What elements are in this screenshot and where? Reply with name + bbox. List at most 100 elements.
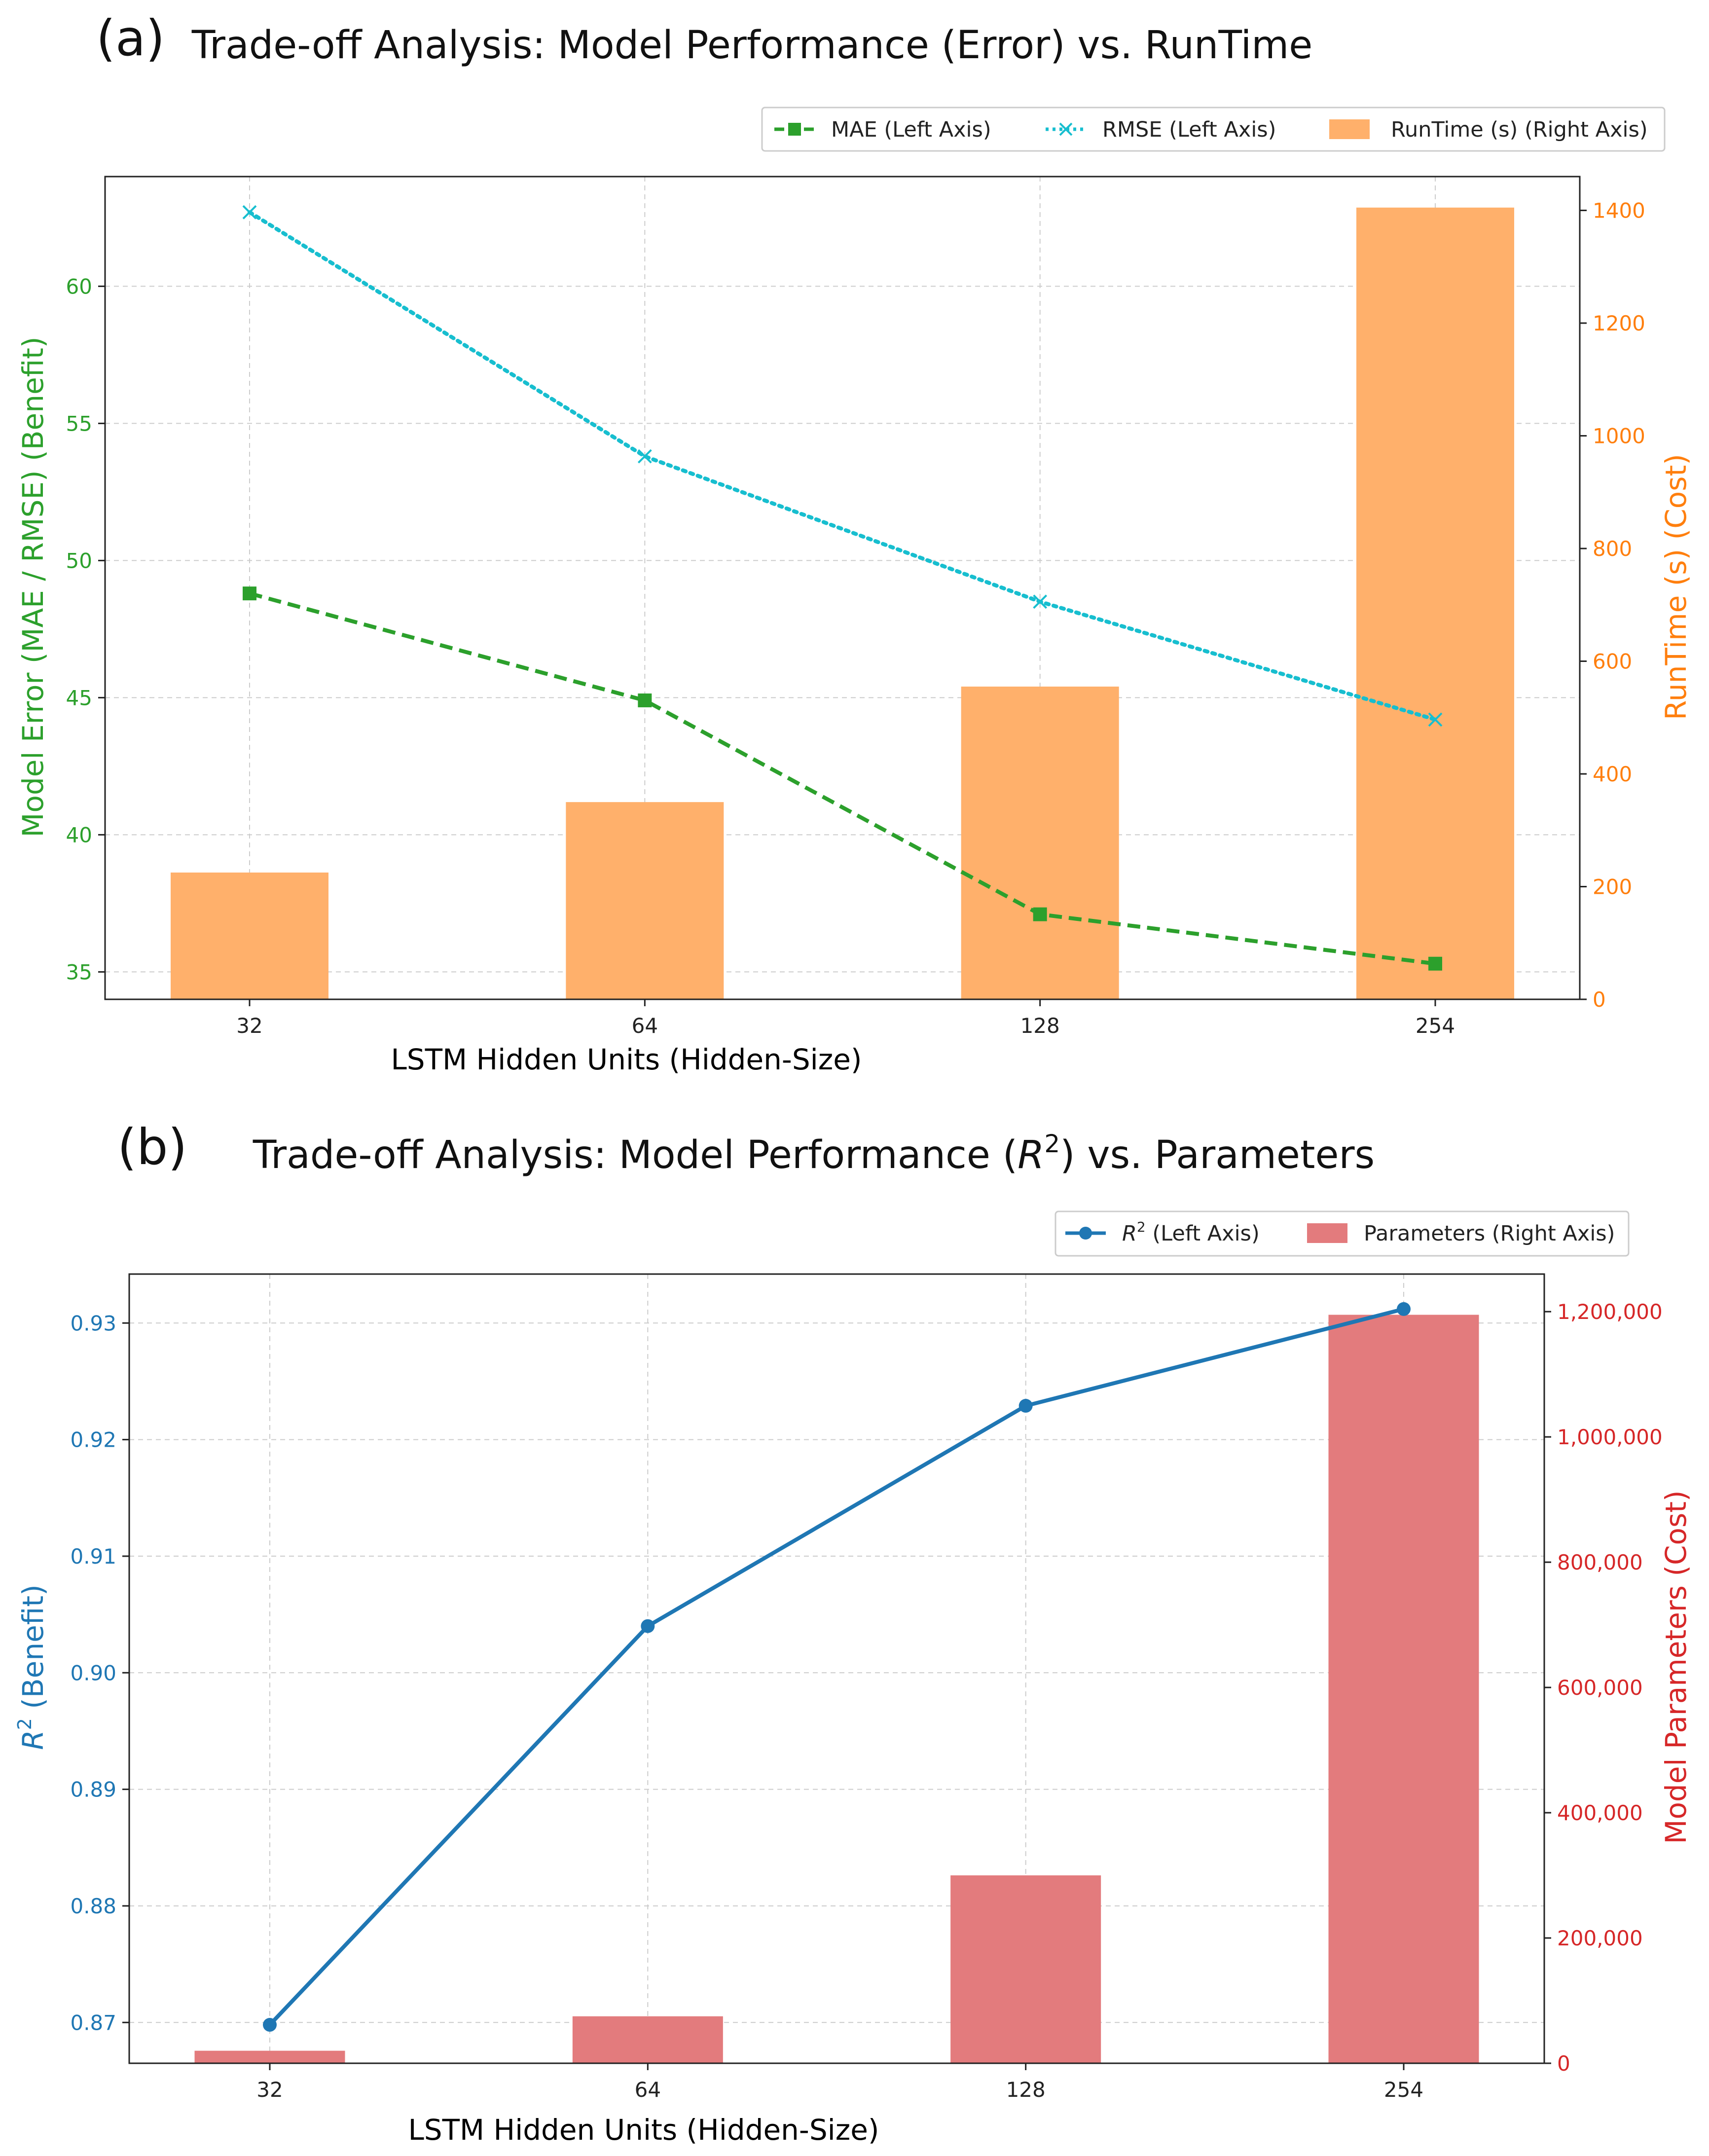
b-left-ytick-label-1: 0.88 [70, 1894, 116, 1918]
panel-a-title: Trade-off Analysis: Model Performance (E… [191, 23, 1313, 68]
panel-b-title-r: R [1018, 1133, 1044, 1177]
b-bar-64 [572, 2016, 723, 2063]
panel-a: (a) Trade-off Analysis: Model Performanc… [16, 9, 1693, 1076]
a-bar-254 [1356, 207, 1514, 1000]
legend-rmse-marker [1059, 122, 1073, 136]
a-bar-32 [171, 872, 328, 999]
b-xtick-label-64: 64 [635, 2078, 661, 2102]
panel-b-right-y-ticks: 0 200,000 400,000 600,000 800,000 1,000,000 1,… [1544, 1300, 1663, 2076]
panel-a-right-y-axis-title: RunTime (s) (Cost) [1659, 454, 1693, 720]
a-right-ytick-label-5: 1000 [1593, 424, 1645, 448]
legend-item-rmse: RMSE (Left Axis) [1046, 117, 1276, 142]
a-mae-point-64 [638, 693, 652, 707]
panel-b: (b) Trade-off Analysis: Model Performanc… [14, 1118, 1693, 2147]
panel-b-ylabel-r: R [16, 1730, 50, 1750]
b-right-ytick-label-5: 1,000,000 [1557, 1425, 1663, 1449]
a-right-ytick-label-0: 0 [1593, 987, 1606, 1012]
legend-r2-marker [1079, 1227, 1092, 1240]
a-line-mae [249, 591, 1436, 966]
panel-a-legend-box [761, 107, 1666, 152]
a-left-ytick-label-5: 60 [66, 274, 92, 298]
legend-mae-label: MAE (Left Axis) [831, 117, 991, 142]
legend-mae-marker [788, 123, 801, 136]
panel-b-ylabel-rest: (Benefit) [16, 1584, 50, 1718]
a-left-ytick-label-3: 50 [66, 548, 92, 573]
legend-item-parameters: Parameters (Right Axis) [1307, 1221, 1615, 1246]
a-rmse-point-64 [637, 449, 652, 464]
legend-item-mae: MAE (Left Axis) [774, 117, 991, 142]
panel-b-ylabel-sup: 2 [14, 1718, 36, 1730]
a-bar-128 [961, 686, 1119, 999]
panel-b-title-sup: 2 [1044, 1130, 1060, 1158]
panel-a-label: (a) [96, 9, 165, 67]
panel-a-legend: MAE (Left Axis) RMSE (Left Axis) RunTime… [761, 107, 1666, 152]
b-right-ytick-label-0: 0 [1557, 2051, 1570, 2076]
panel-b-legend: R2 (Left Axis) Parameters (Right Axis) [1054, 1210, 1630, 1257]
a-right-ytick-label-6: 1200 [1593, 311, 1645, 335]
b-left-ytick-label-0: 0.87 [70, 2010, 116, 2035]
legend-r2-sup: 2 [1137, 1219, 1146, 1235]
a-left-ytick-label-1: 40 [66, 823, 92, 847]
panel-b-title-pre: Trade-off Analysis: Model Performance ( [253, 1133, 1018, 1177]
a-rmse-point-254 [1428, 712, 1443, 727]
legend-item-r2: R2 (Left Axis) [1065, 1219, 1260, 1246]
panel-b-x-axis-title: LSTM Hidden Units (Hidden-Size) [408, 2113, 879, 2147]
b-r2-point-32 [263, 2018, 277, 2032]
legend-r2-math: R [1122, 1221, 1137, 1246]
b-xtick-label-128: 128 [1006, 2078, 1046, 2102]
panel-a-x-axis-title: LSTM Hidden Units (Hidden-Size) [391, 1043, 862, 1076]
a-left-ytick-label-4: 55 [66, 411, 92, 436]
legend-runtime-swatch [1329, 119, 1370, 139]
legend-rmse-label: RMSE (Left Axis) [1102, 117, 1276, 142]
b-bar-254 [1328, 1315, 1479, 2063]
a-left-ytick-label-0: 35 [66, 960, 92, 984]
panel-b-plot-frame [128, 1273, 1545, 2064]
a-mae-point-32 [243, 586, 256, 601]
b-line-r2 [268, 1307, 1404, 2026]
a-right-ytick-label-4: 800 [1593, 537, 1632, 561]
a-right-ytick-label-3: 600 [1593, 650, 1632, 674]
panel-a-left-y-ticks: 35 40 45 50 55 60 [66, 274, 105, 984]
panel-b-left-y-ticks: 0.87 0.88 0.89 0.90 0.91 0.92 0.93 [70, 1311, 129, 2035]
b-r2-point-128 [1018, 1399, 1033, 1413]
a-left-ytick-label-2: 45 [66, 686, 92, 710]
b-right-ytick-label-6: 1,200,000 [1557, 1300, 1663, 1324]
panel-b-label: (b) [117, 1118, 187, 1176]
a-right-ytick-label-7: 1400 [1593, 199, 1645, 223]
b-r2-point-254 [1397, 1302, 1411, 1316]
panel-b-x-ticks: 32 64 128 254 [256, 2063, 1423, 2102]
panel-b-left-y-axis-title: R2 (Benefit) [14, 1584, 50, 1750]
b-left-ytick-label-2: 0.89 [70, 1778, 116, 1802]
b-right-ytick-label-4: 800,000 [1557, 1550, 1643, 1574]
a-bar-64 [566, 802, 724, 999]
a-line-rmse [248, 210, 1437, 722]
panel-b-right-y-axis-title: Model Parameters (Cost) [1659, 1490, 1693, 1844]
b-right-ytick-label-3: 600,000 [1557, 1676, 1643, 1700]
legend-r2-rest: (Left Axis) [1146, 1221, 1260, 1246]
legend-parameters-swatch [1307, 1223, 1347, 1243]
b-right-ytick-label-1: 200,000 [1557, 1926, 1643, 1950]
a-xtick-label-128: 128 [1020, 1014, 1060, 1038]
b-left-ytick-label-6: 0.93 [70, 1311, 116, 1335]
panel-b-title-post: ) vs. Parameters [1060, 1133, 1375, 1177]
panel-b-title: Trade-off Analysis: Model Performance (R… [253, 1130, 1375, 1177]
a-right-ytick-label-2: 400 [1593, 762, 1632, 786]
b-left-ytick-label-5: 0.92 [70, 1428, 116, 1452]
b-r2-point-64 [641, 1619, 655, 1633]
a-rmse-point-128 [1033, 594, 1048, 609]
a-xtick-label-32: 32 [236, 1014, 262, 1038]
a-xtick-label-254: 254 [1416, 1014, 1455, 1038]
a-right-ytick-label-1: 200 [1593, 875, 1632, 899]
panel-a-left-y-axis-title: Model Error (MAE / RMSE) (Benefit) [16, 336, 50, 837]
legend-r2-label: R2 (Left Axis) [1122, 1219, 1260, 1246]
b-left-ytick-label-4: 0.91 [70, 1544, 116, 1569]
b-bar-32 [194, 2050, 345, 2063]
legend-runtime-label: RunTime (s) (Right Axis) [1391, 117, 1648, 142]
panel-a-x-ticks: 32 64 128 254 [236, 999, 1455, 1038]
b-right-ytick-label-2: 400,000 [1557, 1801, 1643, 1825]
panel-a-runtime-bars [171, 207, 1514, 1000]
panel-b-r2-line [263, 1302, 1411, 2032]
a-mae-point-254 [1428, 956, 1442, 971]
panel-b-parameter-bars [194, 1315, 1479, 2063]
